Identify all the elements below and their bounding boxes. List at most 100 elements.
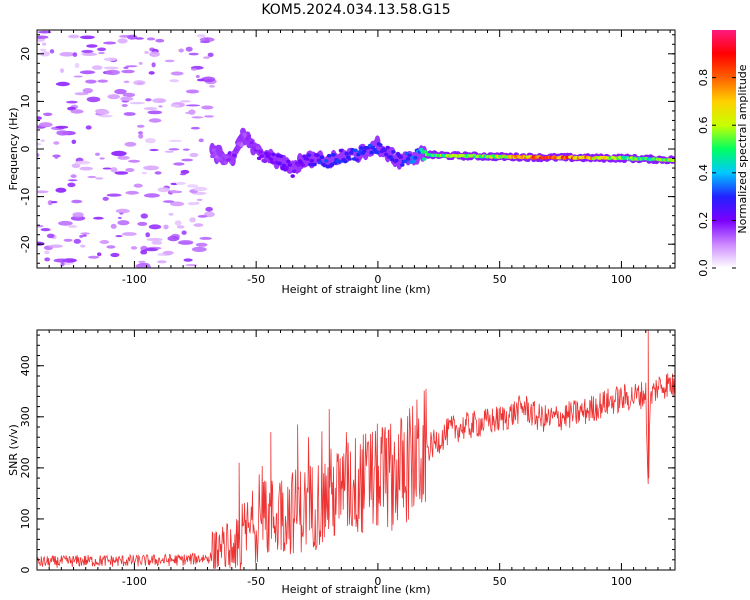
- x-tick-label: 100: [611, 575, 632, 588]
- noise-blob: [179, 100, 191, 103]
- noise-blob: [106, 245, 116, 249]
- noise-blob: [44, 257, 51, 262]
- noise-blob: [87, 175, 97, 179]
- noise-blob: [170, 104, 181, 108]
- noise-blob: [95, 152, 100, 156]
- noise-blob: [193, 223, 204, 227]
- noise-blob: [54, 154, 59, 159]
- y-tick-label: 10: [19, 94, 32, 108]
- noise-blob: [53, 141, 60, 145]
- noise-blob: [74, 62, 80, 69]
- noise-blob: [63, 238, 73, 242]
- x-tick-label: 100: [611, 273, 632, 286]
- noise-blob: [196, 78, 205, 82]
- signal-core: [356, 152, 361, 157]
- noise-blob: [56, 130, 69, 136]
- noise-blob: [58, 220, 73, 226]
- signal-core: [413, 156, 418, 160]
- noise-blob: [149, 51, 160, 57]
- noise-blob: [68, 179, 78, 182]
- signal-core: [348, 151, 354, 155]
- noise-blob: [199, 236, 212, 240]
- noise-blob: [148, 224, 162, 230]
- noise-blob: [125, 190, 139, 195]
- colorbar: 0.0 0.2 0.4 0.6 0.8 Normalized spectral ampl…: [697, 30, 749, 277]
- noise-blob: [106, 193, 122, 197]
- noise-blob: [53, 258, 69, 263]
- spectrogram-y-axis-label: Frequency (Hz): [7, 108, 20, 191]
- signal-core: [278, 154, 284, 158]
- noise-blob: [97, 47, 107, 52]
- noise-blob: [97, 252, 102, 257]
- noise-blob: [67, 106, 76, 111]
- noise-blob: [130, 246, 138, 250]
- noise-blob: [185, 89, 200, 94]
- noise-blob: [193, 186, 208, 192]
- colorbar-gradient: [712, 30, 736, 268]
- noise-blob: [123, 112, 136, 116]
- signal-core: [223, 160, 228, 165]
- signal-core: [423, 150, 428, 154]
- noise-blob: [146, 237, 163, 242]
- signal-core: [233, 148, 238, 152]
- noise-blob: [197, 215, 208, 218]
- noise-blob: [97, 109, 110, 115]
- noise-blob: [204, 79, 214, 82]
- spectrogram-x-axis-label: Height of straight line (km): [281, 283, 430, 296]
- signal-core: [315, 153, 320, 158]
- noise-blob: [38, 122, 53, 128]
- noise-blob: [72, 212, 84, 218]
- noise-blob: [191, 116, 204, 119]
- signal-core: [281, 163, 287, 168]
- noise-blob: [204, 115, 214, 118]
- noise-blob: [138, 61, 143, 65]
- signal-core: [289, 167, 294, 171]
- noise-blob: [138, 131, 143, 135]
- noise-blob: [107, 94, 120, 100]
- noise-blob: [71, 139, 77, 144]
- noise-blob: [181, 230, 187, 235]
- y-tick-label: 200: [19, 457, 32, 478]
- snr-plot-area: [37, 330, 675, 570]
- signal-core: [306, 153, 311, 157]
- noise-blob: [140, 249, 148, 255]
- x-tick-label: 50: [493, 575, 507, 588]
- noise-blob: [145, 232, 150, 238]
- noise-blob: [80, 35, 95, 40]
- noise-blob: [60, 68, 64, 73]
- noise-blob: [68, 34, 80, 39]
- signal-core: [210, 154, 215, 159]
- noise-blob: [151, 240, 163, 245]
- signal-core: [246, 134, 252, 138]
- snr-frame: [36, 329, 676, 571]
- noise-blob: [79, 166, 93, 171]
- noise-blob: [168, 139, 183, 142]
- noise-blob: [71, 199, 83, 204]
- noise-blob: [163, 200, 175, 203]
- snr-line: [37, 330, 675, 570]
- noise-blob: [179, 173, 187, 176]
- signal-core: [354, 158, 360, 162]
- noise-blob: [162, 250, 174, 255]
- noise-blob: [55, 81, 70, 87]
- noise-blob: [46, 233, 55, 239]
- noise-blob: [93, 216, 104, 220]
- noise-blob: [157, 187, 170, 193]
- noise-blob: [110, 167, 118, 173]
- noise-blob: [136, 82, 145, 85]
- noise-blob: [99, 114, 113, 118]
- noise-blob: [122, 92, 136, 98]
- noise-blob: [120, 96, 134, 101]
- noise-blob: [143, 193, 160, 198]
- noise-blob: [111, 150, 127, 157]
- noise-blob: [86, 96, 101, 103]
- noise-blob: [37, 116, 42, 120]
- noise-blob: [40, 228, 51, 232]
- noise-blob: [97, 79, 109, 83]
- noise-blob: [103, 66, 119, 70]
- colorbar-tick-label: 0.6: [697, 116, 710, 134]
- noise-blob: [102, 196, 109, 201]
- signal-core: [255, 146, 260, 150]
- noise-blob: [170, 71, 184, 76]
